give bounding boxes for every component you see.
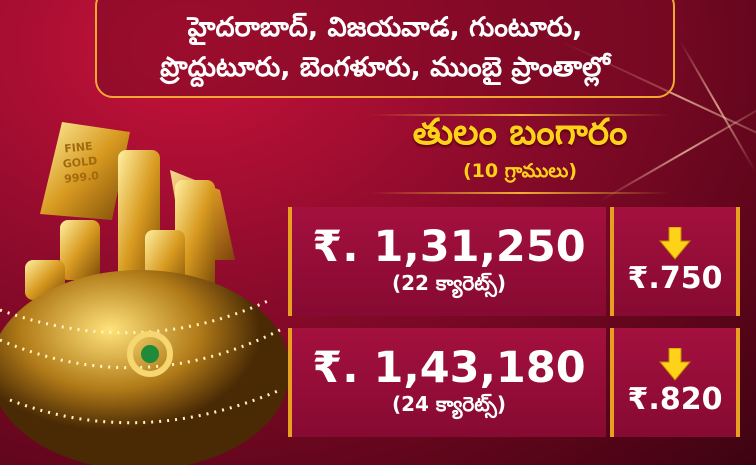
cities-line-2: ప్రొద్దుటూరు, బెంగళూరు, ముంబై ప్రాంతాల్ల… — [160, 52, 610, 83]
rate-row-24k: ₹. 1,43,180 (24 క్యారెట్స్) ₹.820 — [288, 328, 740, 437]
karat-label: (22 క్యారెట్స్) — [391, 271, 507, 295]
down-arrow-icon — [658, 348, 692, 381]
change-box: ₹.750 — [610, 207, 740, 316]
karat-label: (24 క్యారెట్స్) — [391, 392, 507, 416]
gold-jewellery-image — [0, 122, 290, 465]
divider — [370, 192, 670, 194]
rate-row-22k: ₹. 1,31,250 (22 క్యారెట్స్) ₹.750 — [288, 207, 740, 316]
subtitle: (10 గ్రాములు) — [462, 160, 578, 182]
cities-line-1: హైదరాబాద్, విజయవాడ, గుంటూరు, — [187, 12, 583, 43]
change-box: ₹.820 — [610, 328, 740, 437]
divider — [370, 114, 670, 116]
price-value: ₹. 1,43,180 — [312, 343, 586, 393]
gold-bar-text: FINE GOLD 999.0 — [62, 139, 100, 186]
change-value: ₹.820 — [627, 382, 723, 417]
price-box: ₹. 1,43,180 (24 క్యారెట్స్) — [288, 328, 606, 437]
down-arrow-icon — [658, 227, 692, 260]
cities-banner: హైదరాబాద్, విజయవాడ, గుంటూరు, ప్రొద్దుటూర… — [95, 0, 675, 98]
page-title: తులం బంగారం — [412, 112, 628, 153]
change-value: ₹.750 — [627, 261, 723, 296]
price-value: ₹. 1,31,250 — [312, 222, 586, 272]
price-box: ₹. 1,31,250 (22 క్యారెట్స్) — [288, 207, 606, 316]
